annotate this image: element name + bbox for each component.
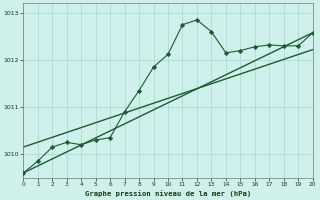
X-axis label: Graphe pression niveau de la mer (hPa): Graphe pression niveau de la mer (hPa) (85, 190, 251, 197)
